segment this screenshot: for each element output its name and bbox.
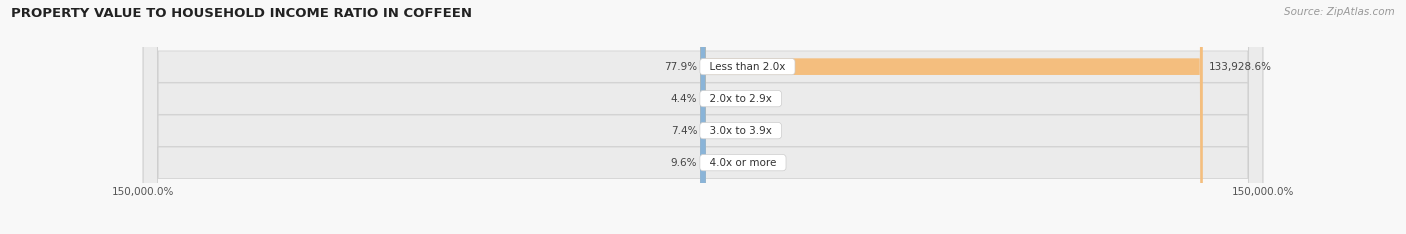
Text: 0.0%: 0.0% — [710, 158, 737, 168]
Text: 4.4%: 4.4% — [671, 94, 697, 104]
Text: PROPERTY VALUE TO HOUSEHOLD INCOME RATIO IN COFFEEN: PROPERTY VALUE TO HOUSEHOLD INCOME RATIO… — [11, 7, 472, 20]
Text: 7.4%: 7.4% — [671, 126, 697, 136]
Text: 133,928.6%: 133,928.6% — [1208, 62, 1271, 72]
Text: Less than 2.0x: Less than 2.0x — [703, 62, 792, 72]
Text: 9.6%: 9.6% — [671, 158, 697, 168]
FancyBboxPatch shape — [700, 0, 706, 234]
Text: 77.9%: 77.9% — [664, 62, 697, 72]
FancyBboxPatch shape — [700, 0, 706, 234]
FancyBboxPatch shape — [700, 0, 706, 234]
Text: 2.0x to 2.9x: 2.0x to 2.9x — [703, 94, 779, 104]
FancyBboxPatch shape — [143, 0, 1263, 234]
FancyBboxPatch shape — [143, 0, 1263, 234]
Text: 4.0x or more: 4.0x or more — [703, 158, 783, 168]
Text: 85.7%: 85.7% — [709, 94, 742, 104]
FancyBboxPatch shape — [700, 0, 706, 234]
Text: 3.0x to 3.9x: 3.0x to 3.9x — [703, 126, 779, 136]
FancyBboxPatch shape — [700, 0, 706, 234]
Text: Source: ZipAtlas.com: Source: ZipAtlas.com — [1284, 7, 1395, 17]
FancyBboxPatch shape — [700, 0, 706, 234]
Text: 7.1%: 7.1% — [709, 126, 735, 136]
FancyBboxPatch shape — [143, 0, 1263, 234]
FancyBboxPatch shape — [703, 0, 1202, 234]
FancyBboxPatch shape — [143, 0, 1263, 234]
